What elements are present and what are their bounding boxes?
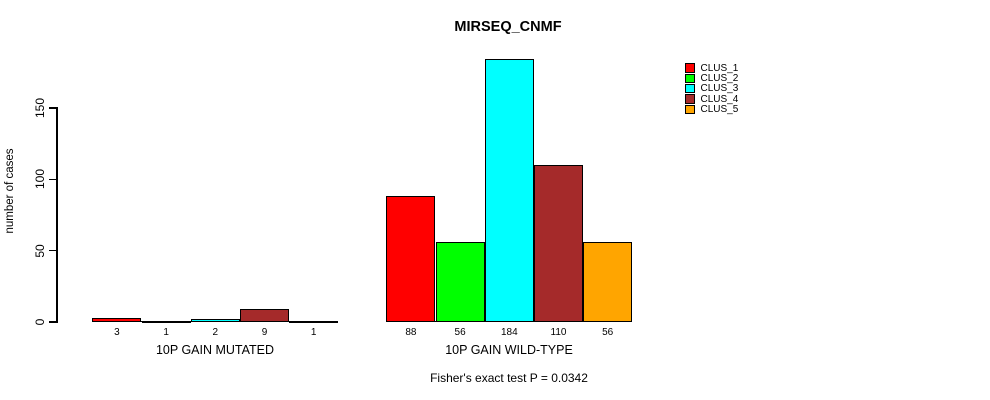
y-axis-tick [48, 107, 57, 109]
y-axis-tick [48, 249, 57, 252]
legend-swatch-clus_5 [685, 104, 695, 115]
bar-clus_4-mutated [239, 309, 290, 322]
legend-label-clus_5: CLUS_5 [700, 103, 739, 115]
bar-clus_2-wildtype [435, 242, 485, 322]
legend-swatch-clus_3 [685, 83, 695, 94]
bar-clus_3-mutated [190, 319, 240, 322]
y-axis-tick [48, 321, 57, 323]
legend-label-clus_4: CLUS_4 [700, 93, 739, 105]
bar-value-label: 184 [500, 327, 518, 338]
bar-clus_1-mutated [92, 317, 142, 322]
bar-value-label: 56 [454, 327, 466, 338]
bar-value-label: 3 [114, 327, 120, 338]
legend-item-clus_3: CLUS_3 [685, 83, 739, 95]
y-axis-label: number of cases [4, 148, 16, 234]
y-axis-line [56, 107, 58, 323]
bar-value-label: 110 [550, 327, 567, 338]
legend: CLUS_1 CLUS_2 CLUS_3 CLUS_4 CLUS_5 [685, 62, 739, 115]
bar-value-label: 1 [310, 327, 317, 338]
bar-value-label: 56 [602, 327, 614, 338]
bar-clus_4-wildtype [533, 165, 584, 322]
legend-item-clus_2: CLUS_2 [685, 72, 739, 84]
bar-value-label: 9 [261, 327, 268, 338]
y-axis-tick-label: 100 [33, 169, 47, 190]
legend-swatch-clus_4 [685, 94, 695, 104]
y-axis-tick-label: 0 [33, 318, 47, 326]
legend-label-clus_1: CLUS_1 [700, 62, 739, 74]
bar-clus_1-wildtype [386, 196, 436, 322]
bar-value-label: 2 [212, 327, 219, 338]
bar-clus_5-mutated [289, 320, 339, 323]
legend-item-clus_4: CLUS_4 [685, 93, 739, 105]
y-axis-tick [48, 178, 57, 181]
legend-label-clus_2: CLUS_2 [700, 72, 739, 84]
chart-title: MIRSEQ_CNMF [454, 19, 562, 35]
legend-item-clus_5: CLUS_5 [685, 103, 739, 115]
legend-swatch-clus_1 [685, 63, 695, 73]
legend-item-clus_1: CLUS_1 [685, 62, 739, 74]
x-axis-label-mutated: 10P GAIN MUTATED [155, 343, 275, 357]
bar-value-label: 1 [163, 327, 169, 338]
y-axis-tick-label: 50 [33, 243, 47, 258]
legend-swatch-clus_2 [685, 73, 695, 84]
bar-value-label: 88 [405, 327, 417, 338]
bar-clus_2-mutated [141, 320, 191, 323]
legend-label-clus_3: CLUS_3 [700, 83, 739, 95]
bar-clus_3-wildtype [484, 59, 534, 322]
bar-clus_5-wildtype [583, 242, 633, 322]
x-axis-label-wildtype: 10P GAIN WILD-TYPE [445, 343, 573, 357]
fisher-test-annotation: Fisher's exact test P = 0.0342 [430, 371, 588, 385]
y-axis-tick-label: 150 [33, 97, 47, 119]
